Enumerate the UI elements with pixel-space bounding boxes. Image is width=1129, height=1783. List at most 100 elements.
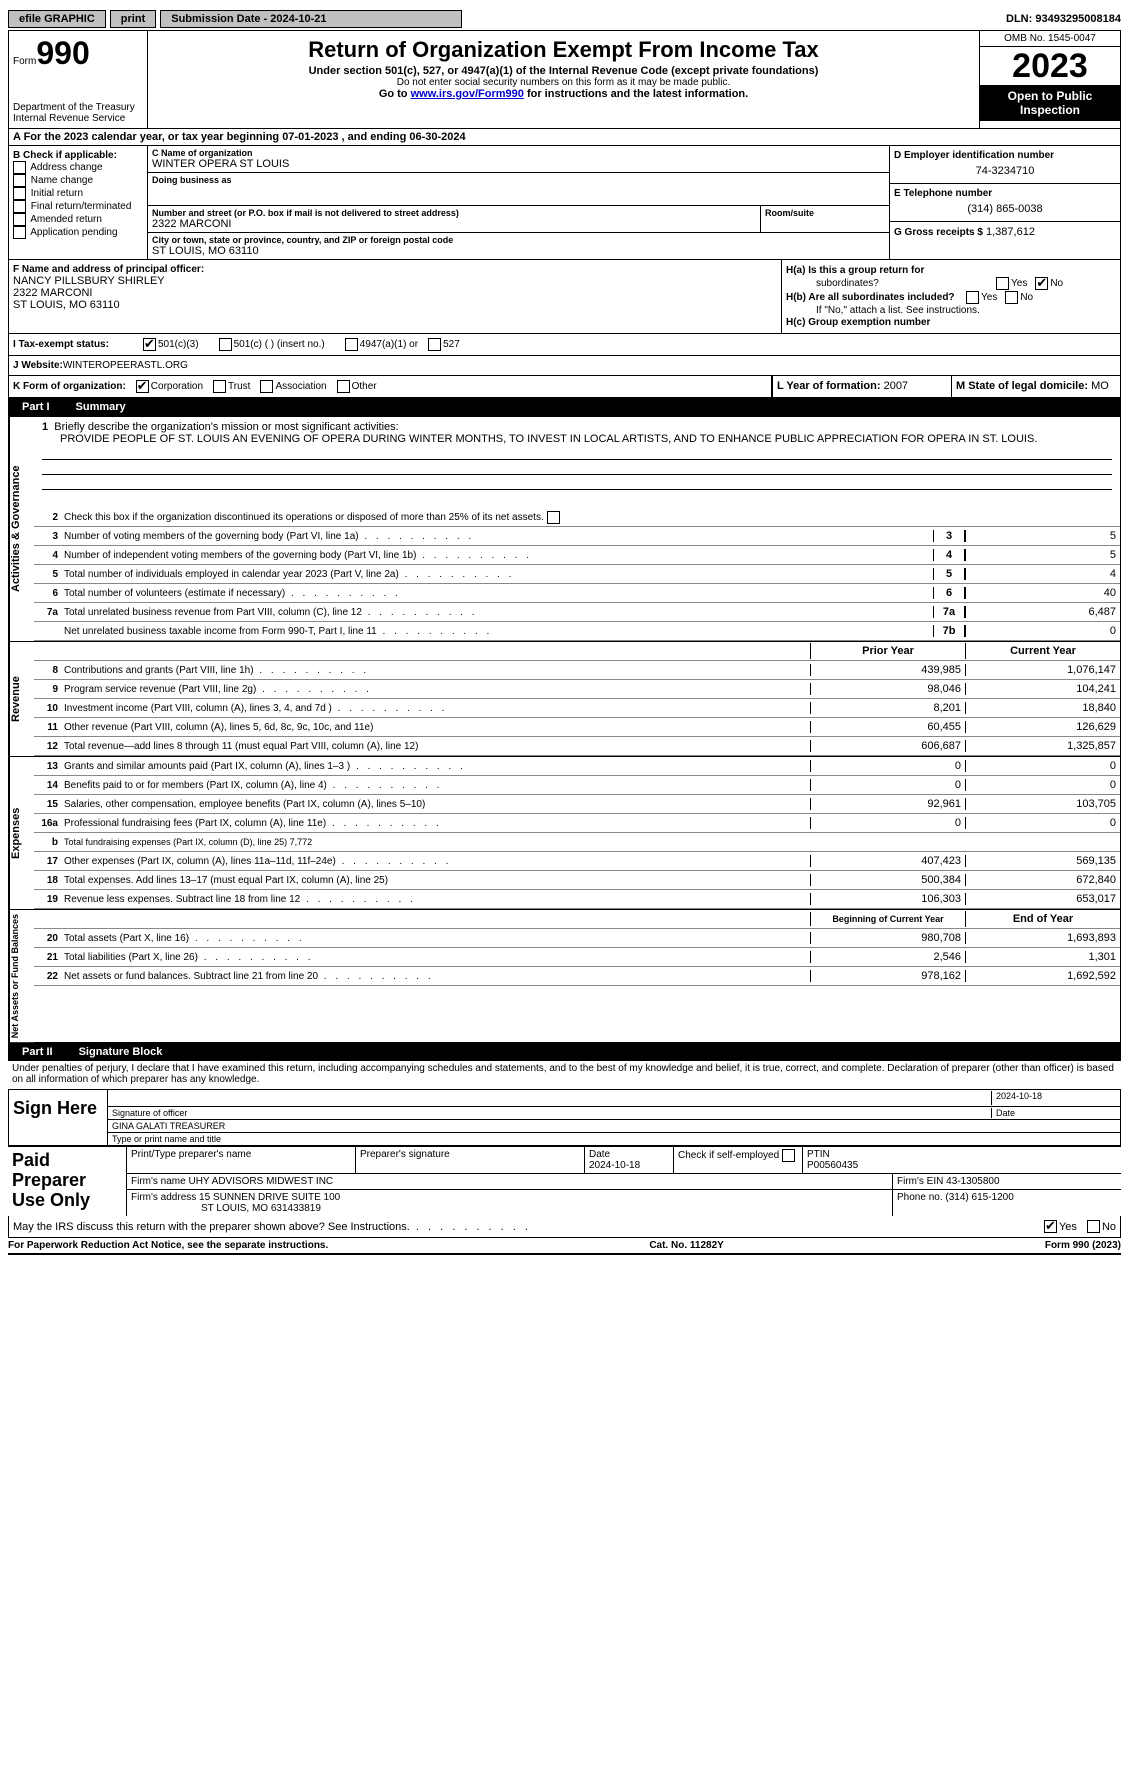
sig-date-label: Date — [991, 1108, 1116, 1118]
checkbox-address-change[interactable] — [13, 161, 26, 174]
firm-phone-value: (314) 615-1200 — [945, 1192, 1013, 1203]
hb-note: If "No," attach a list. See instructions… — [786, 305, 980, 316]
checkbox-hb-no[interactable] — [1005, 291, 1018, 304]
line9-desc: Program service revenue (Part VIII, line… — [64, 683, 810, 696]
checkbox-4947[interactable] — [345, 338, 358, 351]
address-value: 2322 MARCONI — [152, 218, 756, 230]
checkbox-discuss-yes[interactable] — [1044, 1220, 1057, 1233]
line19-desc: Revenue less expenses. Subtract line 18 … — [64, 893, 810, 906]
checkbox-amended-return[interactable] — [13, 213, 26, 226]
form-org-label: K Form of organization: — [13, 381, 126, 392]
inspection-line1: Open to Public — [982, 89, 1118, 103]
line15-curr: 103,705 — [965, 798, 1120, 810]
line18-desc: Total expenses. Add lines 13–17 (must eq… — [64, 874, 810, 887]
opt-address-change: Address change — [30, 162, 102, 173]
current-year-header: Current Year — [965, 643, 1120, 659]
subtitle-1: Under section 501(c), 527, or 4947(a)(1)… — [152, 65, 975, 77]
checkbox-527[interactable] — [428, 338, 441, 351]
gross-value: 1,387,612 — [986, 226, 1035, 238]
footer-mid: Cat. No. 11282Y — [649, 1240, 723, 1251]
firm-ein-label: Firm's EIN — [897, 1176, 946, 1187]
line9-curr: 104,241 — [965, 683, 1120, 695]
gross-label: G Gross receipts $ — [894, 227, 983, 238]
footer-row: For Paperwork Reduction Act Notice, see … — [8, 1238, 1121, 1255]
part2-header: Part II Signature Block — [8, 1043, 1121, 1061]
line5-box: 5 — [933, 568, 965, 580]
perjury-statement: Under penalties of perjury, I declare th… — [8, 1061, 1121, 1087]
line14-prior: 0 — [810, 779, 965, 791]
tax-year: 2023 — [980, 47, 1120, 85]
firm-addr-label: Firm's address — [131, 1192, 196, 1203]
irs-link[interactable]: www.irs.gov/Form990 — [411, 88, 524, 100]
end-year-header: End of Year — [965, 911, 1120, 927]
checkbox-line2[interactable] — [547, 511, 560, 524]
line8-desc: Contributions and grants (Part VIII, lin… — [64, 664, 810, 677]
line12-prior: 606,687 — [810, 740, 965, 752]
prep-name-label: Print/Type preparer's name — [127, 1147, 356, 1173]
hb-label: H(b) Are all subordinates included? — [786, 292, 966, 303]
column-c: C Name of organization WINTER OPERA ST L… — [148, 146, 889, 259]
state-domicile-label: M State of legal domicile: — [956, 380, 1088, 392]
checkbox-ha-no[interactable] — [1035, 277, 1048, 290]
dln-label: DLN: 93493295008184 — [1006, 13, 1121, 25]
side-label-revenue: Revenue — [9, 642, 34, 756]
ha-no: No — [1050, 278, 1063, 289]
sig-type-label: Type or print name and title — [112, 1134, 221, 1144]
netassets-section: Net Assets or Fund Balances Beginning of… — [8, 910, 1121, 1043]
part2-title: Signature Block — [79, 1046, 163, 1058]
hb-no: No — [1020, 292, 1033, 303]
line11-curr: 126,629 — [965, 721, 1120, 733]
checkbox-trust[interactable] — [213, 380, 226, 393]
print-button[interactable]: print — [110, 10, 156, 28]
line1-label: Briefly describe the organization's miss… — [54, 421, 398, 433]
inspection-line2: Inspection — [982, 103, 1118, 117]
checkbox-initial-return[interactable] — [13, 187, 26, 200]
website-value: WINTEROPEERASTL.ORG — [63, 360, 188, 371]
firm-city-value: ST LOUIS, MO 631433819 — [131, 1203, 321, 1214]
discuss-label: May the IRS discuss this return with the… — [13, 1221, 1044, 1233]
sig-date-value: 2024-10-18 — [991, 1091, 1116, 1105]
line16a-desc: Professional fundraising fees (Part IX, … — [64, 817, 810, 830]
efile-label: efile GRAPHIC — [8, 10, 106, 28]
line8-prior: 439,985 — [810, 664, 965, 676]
checkbox-hb-yes[interactable] — [966, 291, 979, 304]
checkbox-corp[interactable] — [136, 380, 149, 393]
top-bar: efile GRAPHIC print Submission Date - 20… — [8, 8, 1121, 31]
goto-suffix: for instructions and the latest informat… — [524, 88, 748, 100]
city-value: ST LOUIS, MO 63110 — [152, 245, 885, 257]
line12-desc: Total revenue—add lines 8 through 11 (mu… — [64, 740, 810, 753]
part1-header: Part I Summary — [8, 398, 1121, 416]
section-bcd: B Check if applicable: Address change Na… — [8, 146, 1121, 260]
checkbox-other[interactable] — [337, 380, 350, 393]
line13-desc: Grants and similar amounts paid (Part IX… — [64, 760, 810, 773]
opt-assoc: Association — [275, 381, 326, 392]
checkbox-final-return[interactable] — [13, 200, 26, 213]
checkbox-application-pending[interactable] — [13, 226, 26, 239]
prep-sig-label: Preparer's signature — [356, 1147, 585, 1173]
checkbox-501c[interactable] — [219, 338, 232, 351]
side-label-expenses: Expenses — [9, 757, 34, 909]
phone-label: E Telephone number — [894, 188, 1116, 199]
ptin-value: P00560435 — [807, 1160, 858, 1171]
line16a-curr: 0 — [965, 817, 1120, 829]
line5-val: 4 — [965, 568, 1120, 580]
checkbox-self-employed[interactable] — [782, 1149, 795, 1162]
checkbox-name-change[interactable] — [13, 174, 26, 187]
line15-prior: 92,961 — [810, 798, 965, 810]
form-number: 990 — [36, 35, 89, 71]
line17-prior: 407,423 — [810, 855, 965, 867]
org-name-value: WINTER OPERA ST LOUIS — [152, 158, 885, 170]
public-inspection: Open to Public Inspection — [980, 85, 1120, 121]
checkbox-501c3[interactable] — [143, 338, 156, 351]
checkbox-ha-yes[interactable] — [996, 277, 1009, 290]
footer-right: Form 990 (2023) — [1045, 1240, 1121, 1251]
line14-desc: Benefits paid to or for members (Part IX… — [64, 779, 810, 792]
line20-prior: 980,708 — [810, 932, 965, 944]
dba-label: Doing business as — [152, 175, 885, 185]
checkbox-discuss-no[interactable] — [1087, 1220, 1100, 1233]
firm-name-label: Firm's name — [131, 1176, 188, 1187]
firm-addr-value: 15 SUNNEN DRIVE SUITE 100 — [199, 1192, 340, 1203]
firm-ein-value: 43-1305800 — [946, 1176, 999, 1187]
checkbox-assoc[interactable] — [260, 380, 273, 393]
expenses-section: Expenses 13Grants and similar amounts pa… — [8, 757, 1121, 910]
